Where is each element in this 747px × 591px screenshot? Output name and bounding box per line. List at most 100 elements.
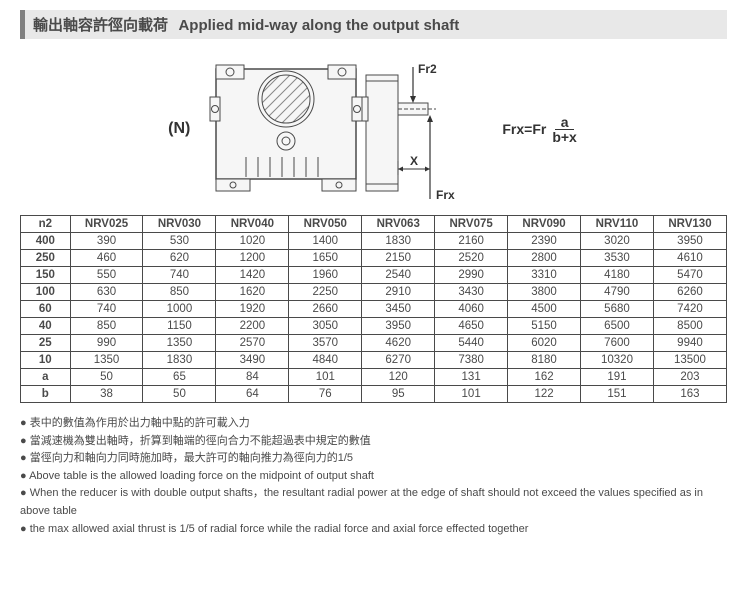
column-header: NRV030 [143, 216, 216, 233]
table-cell: 2200 [216, 318, 289, 335]
table-cell: 101 [289, 369, 362, 386]
table-cell: 2660 [289, 301, 362, 318]
table-cell: 2250 [289, 284, 362, 301]
column-header: NRV040 [216, 216, 289, 233]
label-n: (N) [168, 120, 190, 138]
table-cell: 7420 [653, 301, 726, 318]
label-x: X [410, 154, 418, 168]
table-row: 6074010001920266034504060450056807420 [21, 301, 727, 318]
row-header: 10 [21, 352, 71, 369]
table-cell: 84 [216, 369, 289, 386]
table-cell: 65 [143, 369, 216, 386]
table-cell: 990 [70, 335, 143, 352]
table-cell: 3570 [289, 335, 362, 352]
column-header: NRV075 [435, 216, 508, 233]
table-cell: 1650 [289, 250, 362, 267]
table-cell: 8500 [653, 318, 726, 335]
table-cell: 1020 [216, 233, 289, 250]
note-item: Above table is the allowed loading force… [20, 468, 727, 486]
label-frx: Frx [436, 188, 455, 202]
table-cell: 162 [508, 369, 581, 386]
table-cell: 2390 [508, 233, 581, 250]
table-cell: 740 [143, 267, 216, 284]
table-cell: 1920 [216, 301, 289, 318]
table-cell: 4060 [435, 301, 508, 318]
table-cell: 1350 [70, 352, 143, 369]
table-cell: 1620 [216, 284, 289, 301]
table-cell: 203 [653, 369, 726, 386]
table-cell: 2150 [362, 250, 435, 267]
row-header: 40 [21, 318, 71, 335]
table-cell: 191 [581, 369, 654, 386]
table-cell: 5470 [653, 267, 726, 284]
table-cell: 3950 [653, 233, 726, 250]
table-cell: 6020 [508, 335, 581, 352]
table-row: 1006308501620225029103430380047906260 [21, 284, 727, 301]
table-cell: 740 [70, 301, 143, 318]
table-cell: 4500 [508, 301, 581, 318]
row-header: 250 [21, 250, 71, 267]
table-cell: 2570 [216, 335, 289, 352]
table-cell: 3310 [508, 267, 581, 284]
label-fr2: Fr2 [418, 62, 437, 76]
table-cell: 8180 [508, 352, 581, 369]
table-row: 1013501830349048406270738081801032013500 [21, 352, 727, 369]
table-cell: 3950 [362, 318, 435, 335]
table-cell: 163 [653, 386, 726, 403]
table-cell: 151 [581, 386, 654, 403]
column-header: NRV130 [653, 216, 726, 233]
table-cell: 3050 [289, 318, 362, 335]
gearbox-diagram: Fr2 Frx X [206, 49, 486, 209]
table-cell: 2990 [435, 267, 508, 284]
table-cell: 1000 [143, 301, 216, 318]
table-cell: 550 [70, 267, 143, 284]
row-header: a [21, 369, 71, 386]
row-header: 100 [21, 284, 71, 301]
table-cell: 2540 [362, 267, 435, 284]
title-bar: 輸出軸容許徑向載荷 Applied mid-way along the outp… [20, 10, 727, 39]
table-cell: 3450 [362, 301, 435, 318]
diagram-row: (N) [20, 49, 727, 209]
table-cell: 630 [70, 284, 143, 301]
table-cell: 2910 [362, 284, 435, 301]
row-header: 25 [21, 335, 71, 352]
formula-numerator: a [555, 115, 575, 130]
formula: Frx=Fr a b+x [502, 115, 578, 144]
formula-denominator: b+x [550, 130, 579, 144]
table-row: 2504606201200165021502520280035304610 [21, 250, 727, 267]
table-cell: 3020 [581, 233, 654, 250]
table-cell: 95 [362, 386, 435, 403]
column-header: NRV050 [289, 216, 362, 233]
table-cell: 4180 [581, 267, 654, 284]
table-cell: 13500 [653, 352, 726, 369]
table-row: a506584101120131162191203 [21, 369, 727, 386]
note-item: When the reducer is with double output s… [20, 485, 727, 520]
table-cell: 64 [216, 386, 289, 403]
note-item: the max allowed axial thrust is 1/5 of r… [20, 521, 727, 539]
table-cell: 3800 [508, 284, 581, 301]
table-cell: 38 [70, 386, 143, 403]
table-cell: 850 [143, 284, 216, 301]
table-cell: 6270 [362, 352, 435, 369]
load-table: n2NRV025NRV030NRV040NRV050NRV063NRV075NR… [20, 215, 727, 403]
table-cell: 101 [435, 386, 508, 403]
notes-list: 表中的數值為作用於出力軸中點的許可載入力當減速機為雙出軸時，折算到軸端的徑向合力… [20, 415, 727, 538]
table-row: 4085011502200305039504650515065008500 [21, 318, 727, 335]
table-cell: 9940 [653, 335, 726, 352]
table-row: b3850647695101122151163 [21, 386, 727, 403]
table-cell: 850 [70, 318, 143, 335]
table-cell: 50 [70, 369, 143, 386]
table-cell: 4610 [653, 250, 726, 267]
formula-lhs: Frx=Fr [502, 121, 546, 137]
table-cell: 120 [362, 369, 435, 386]
table-cell: 7600 [581, 335, 654, 352]
table-cell: 1830 [143, 352, 216, 369]
title-cn: 輸出軸容許徑向載荷 [33, 17, 168, 34]
table-cell: 122 [508, 386, 581, 403]
table-row: 4003905301020140018302160239030203950 [21, 233, 727, 250]
table-cell: 3530 [581, 250, 654, 267]
table-cell: 6500 [581, 318, 654, 335]
table-cell: 50 [143, 386, 216, 403]
table-cell: 620 [143, 250, 216, 267]
table-cell: 4840 [289, 352, 362, 369]
